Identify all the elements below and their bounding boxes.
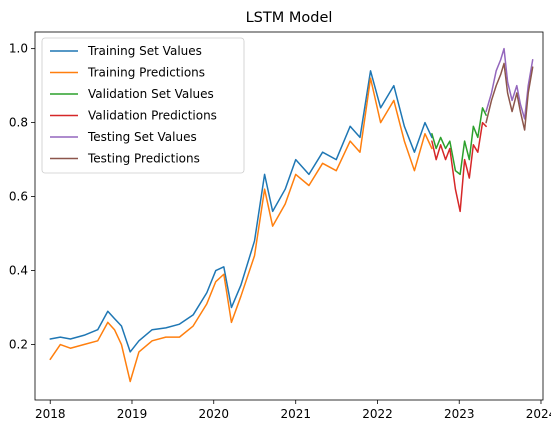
x-tick-label: 2020: [198, 407, 229, 421]
y-axis: 0.2 0.4 0.6 0.8 1.0: [9, 42, 35, 352]
y-tick-label: 0.2: [9, 338, 28, 352]
series-line-training-set-values: [49, 70, 433, 353]
y-tick-label: 0.6: [9, 190, 28, 204]
x-tick-label: 2024: [526, 407, 551, 421]
legend-label-testing-set-values: Testing Set Values: [87, 130, 197, 144]
y-tick-label: 0.4: [9, 264, 28, 278]
legend-label-validation-predictions: Validation Predictions: [88, 109, 217, 123]
x-tick-label: 2022: [362, 407, 393, 421]
legend-box: [41, 37, 245, 174]
chart-title: LSTM Model: [246, 10, 333, 26]
x-tick-label: 2019: [117, 407, 148, 421]
series-line-validation-set-values: [431, 107, 487, 176]
x-tick-label: 2018: [35, 407, 66, 421]
legend-label-training-set-values: Training Set Values: [87, 44, 202, 58]
legend-label-training-predictions: Training Predictions: [87, 66, 205, 80]
y-tick-label: 0.8: [9, 116, 28, 130]
x-axis: 2018 2019 2020 2021 2022 2023 2024: [35, 400, 551, 421]
y-tick-label: 1.0: [9, 42, 28, 56]
legend: Training Set Values Training Predictions V…: [41, 37, 245, 174]
x-tick-label: 2023: [444, 407, 475, 421]
x-tick-label: 2021: [280, 407, 311, 421]
series-line-validation-predictions: [431, 121, 487, 213]
legend-label-testing-predictions: Testing Predictions: [87, 152, 200, 166]
series-line-testing-set-values: [485, 47, 534, 120]
series-line-testing-predictions: [485, 62, 534, 131]
legend-label-validation-set-values: Validation Set Values: [88, 87, 214, 101]
series-line-training-predictions: [49, 77, 433, 383]
plot-area-frame: [34, 31, 544, 401]
series-layer: [49, 47, 534, 383]
